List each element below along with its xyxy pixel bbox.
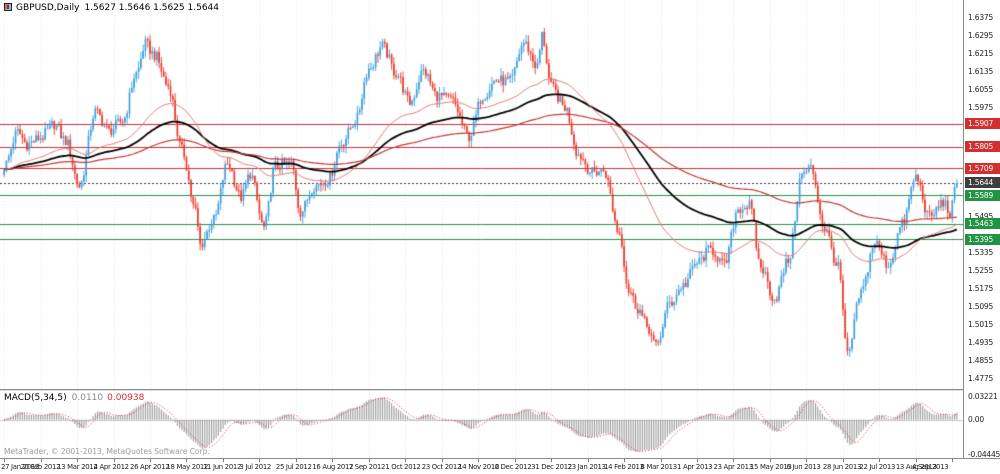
time-tick [405,459,406,462]
price-tick-label: 1.5495 [968,211,994,221]
date-label: 15 May 2013 [749,463,792,471]
time-tick [41,459,42,462]
price-level-badge: 1.5644 [965,177,1000,189]
time-tick [551,459,552,462]
price-tick-label: 1.5095 [968,301,994,311]
time-tick [806,459,807,462]
date-label: 31 Dec 2012 [531,463,572,471]
date-label: 14 Nov 2012 [458,463,500,471]
time-tick [733,459,734,462]
date-label: 4 Sep 2013 [912,463,949,471]
price-tick-label: 1.4775 [968,374,994,384]
time-tick [661,459,662,462]
date-label: 7 Sep 2012 [348,463,386,471]
time-tick [770,459,771,462]
ohlc-values: 1.5627 1.5646 1.5625 1.5644 [84,3,220,13]
time-tick [952,459,953,462]
symbol-timeframe-label: GBPUSD,Daily [16,3,80,13]
price-scale[interactable]: 1.6375 1.6295 1.6215 1.6135 1.6055 1.5975 1.54… [963,0,1000,460]
price-tick-label: 1.5015 [968,319,994,329]
date-label: 13 Aug 2013 [895,463,937,471]
date-label: 11 Jun 2012 [202,463,242,471]
time-tick [515,459,516,462]
macd-canvas[interactable] [0,391,963,458]
chart-icon [4,3,12,11]
macd-indicator-label: MACD(5,34,5) 0.0110 0.00938 [4,393,144,403]
date-label: 25 Jul 2012 [275,463,312,471]
price-tick-label: 1.5175 [968,283,994,293]
price-tick-label: 1.6295 [968,31,994,41]
price-tick-label: 1.5255 [968,265,994,275]
date-label: 6 Dec 2012 [494,463,532,471]
date-label: 26 Apr 2012 [130,463,170,471]
price-tick-label: 1.6215 [968,49,994,59]
price-tick-label: 1.5335 [968,247,994,257]
price-tick-label: 1.6055 [968,85,994,95]
time-tick [150,459,151,462]
time-axis-separator [0,458,1000,459]
time-tick [624,459,625,462]
price-level-badge: 1.5395 [965,233,1000,245]
date-label: 23 Jan 2013 [567,463,606,471]
date-label: 1 Apr 2013 [677,463,713,471]
price-tick-label: 1.5975 [968,103,994,113]
date-label: 22 Jul 2013 [859,463,896,471]
macd-scale-label: -0.04445 [968,450,1000,460]
time-tick [296,459,297,462]
symbol-ohlc-label: GBPUSD,Daily 1.5627 1.5646 1.5625 1.5644 [4,3,219,13]
time-tick [697,459,698,462]
price-tick-label: 1.4855 [968,356,994,366]
time-tick [442,459,443,462]
macd-signal-value: 0.00938 [107,393,145,403]
time-tick [478,459,479,462]
time-axis[interactable]: 27 Jan 2012 20 Feb 2012 13 Mar 2012 4 Apr 2… [0,459,1000,474]
time-tick [843,459,844,462]
time-tick [77,459,78,462]
date-label: 27 Jan 2012 [1,463,40,471]
date-label: 28 Jun 2013 [822,463,862,471]
macd-main-value: 0.0110 [71,393,104,403]
main-chart-canvas[interactable] [0,0,963,389]
time-tick [259,459,260,462]
price-tick-label: 1.6375 [968,13,994,23]
macd-scale-label: 0.03221 [968,392,998,401]
price-level-badge: 1.5589 [965,189,1000,201]
time-tick [186,459,187,462]
time-tick [879,459,880,462]
date-label: 18 May 2012 [166,463,209,471]
date-label: 3 Jul 2012 [239,463,272,471]
date-label: 14 Feb 2013 [604,463,644,471]
date-label: 6 Jun 2013 [786,463,821,471]
pane-separator[interactable] [0,389,963,391]
date-label: 8 Mar 2013 [640,463,678,471]
price-level-badge: 1.5709 [965,162,1000,174]
time-tick [916,459,917,462]
date-label: 23 Apr 2013 [713,463,753,471]
time-tick [369,459,370,462]
price-tick-label: 1.4935 [968,337,994,347]
price-level-badge: 1.5805 [965,141,1000,153]
date-label: 20 Feb 2012 [20,463,61,471]
price-level-badge: 1.5463 [965,218,1000,230]
time-tick [223,459,224,462]
macd-name: MACD(5,34,5) [4,393,67,403]
time-tick [4,459,5,462]
date-label: 13 Mar 2012 [57,463,98,471]
price-tick-label: 1.6135 [968,67,994,77]
time-tick [114,459,115,462]
price-level-badge: 1.5907 [965,118,1000,130]
date-label: 4 Apr 2012 [93,463,130,471]
macd-scale-label: 0.00 [968,414,984,424]
time-tick [332,459,333,462]
date-label: 23 Oct 2012 [421,463,462,471]
date-label: 16 Aug 2012 [312,463,354,471]
time-tick [588,459,589,462]
date-label: 1 Oct 2012 [385,463,421,471]
metatrader-watermark: MetaTrader, © 2001-2013, MetaQuotes Soft… [4,447,210,456]
